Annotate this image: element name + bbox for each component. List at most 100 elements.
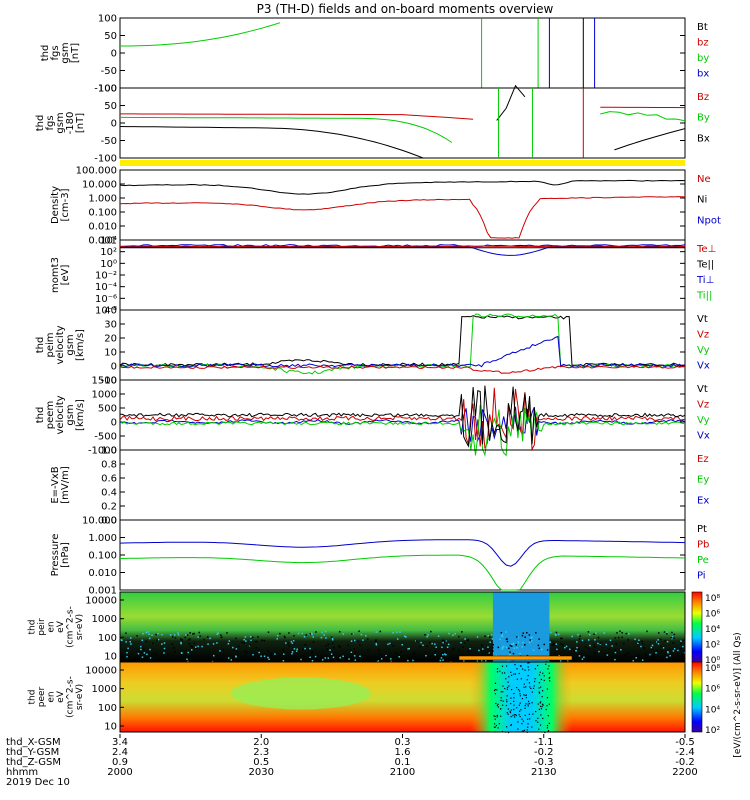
- spectrogram-speckle: [180, 641, 182, 644]
- spectrogram-speckle: [651, 655, 653, 658]
- spectrogram-speckle: [566, 659, 569, 662]
- ylabel-line: sr-eV): [75, 684, 85, 710]
- ytick-label: 20: [104, 334, 117, 345]
- ylabel-line: (cm^2-s-: [65, 676, 75, 718]
- ylabel-line: peim: [45, 332, 56, 357]
- ytick-label: 100: [98, 84, 117, 95]
- spectrogram-speckle: [657, 632, 660, 634]
- spectrogram-speckle: [232, 649, 235, 651]
- spectrogram-speckle: [539, 702, 541, 704]
- ytick-label: 0.4: [101, 488, 117, 499]
- spectrogram-speckle: [331, 642, 334, 645]
- spectrogram-speckle: [297, 632, 300, 635]
- spectrogram-speckle: [651, 648, 654, 651]
- spectrogram-speckle: [671, 635, 674, 638]
- spectrogram-speckle: [657, 639, 659, 641]
- spectrogram-speckle: [431, 642, 433, 645]
- spectrogram-speckle: [189, 638, 191, 640]
- spectrogram-speckle: [203, 638, 205, 641]
- spectrogram-speckle: [627, 639, 629, 641]
- spectrogram-speckle: [528, 641, 531, 644]
- spectrogram-speckle: [644, 653, 647, 655]
- spectrogram-speckle: [543, 643, 545, 646]
- spectrogram-speckle: [387, 643, 389, 646]
- trace-Ne: [120, 196, 685, 239]
- spectrogram-speckle: [424, 633, 426, 636]
- spectrogram-speckle: [506, 726, 508, 728]
- spectrogram-speckle: [501, 665, 504, 667]
- spectrogram-speckle: [129, 641, 132, 643]
- spectrogram-speckle: [503, 672, 506, 674]
- xaxis-value: 2000: [107, 767, 132, 778]
- ytick-label: 100: [98, 703, 117, 714]
- spectrogram-speckle: [528, 662, 530, 664]
- spectrogram-speckle: [243, 642, 245, 644]
- spectrogram-speckle: [619, 630, 621, 633]
- spectrogram-speckle: [599, 643, 602, 645]
- ytick-label: 10⁻²: [95, 271, 117, 282]
- spectrogram-speckle: [637, 654, 639, 657]
- spectrogram-speckle: [358, 644, 361, 646]
- legend-Vx: Vx: [697, 361, 710, 372]
- spectrogram-speckle: [489, 636, 491, 638]
- spectrogram-speckle: [563, 646, 566, 649]
- spectrogram-speckle: [638, 641, 640, 644]
- spectrogram-speckle: [498, 723, 500, 725]
- spectrogram-speckle: [121, 656, 124, 659]
- spectrogram-speckle: [595, 632, 597, 634]
- ylabel-line: (cm^2-s-: [65, 606, 75, 648]
- spectrogram-speckle: [594, 639, 596, 641]
- xaxis-value: 2130: [531, 767, 556, 778]
- panel-frame: [119, 449, 686, 521]
- spectrogram-speckle: [537, 721, 539, 723]
- spectrogram-speckle: [501, 647, 504, 649]
- spectrogram-speckle: [476, 636, 479, 638]
- spectrogram-speckle: [209, 637, 211, 640]
- spectrogram-speckle: [407, 659, 409, 662]
- spectrogram-speckle: [682, 639, 685, 642]
- spectrogram-speckle: [282, 649, 285, 652]
- spectrogram-speckle: [258, 651, 260, 654]
- spectrogram-speckle: [549, 676, 551, 679]
- spectrogram-speckle: [466, 639, 469, 642]
- spectrogram-speckle: [494, 718, 496, 720]
- spectrogram-speckle: [494, 688, 496, 691]
- spectrogram-speckle: [546, 649, 549, 651]
- colorbar-0: [691, 591, 703, 663]
- spectrogram-speckle: [540, 714, 542, 716]
- spectrogram-speckle: [328, 659, 331, 662]
- ylabel-line: momt3: [50, 257, 61, 293]
- spectrogram-speckle: [633, 657, 635, 660]
- spectrogram-speckle: [142, 632, 144, 635]
- spectrogram-speckle: [545, 708, 547, 711]
- spectrogram-speckle: [193, 632, 195, 635]
- spectrogram-speckle: [251, 636, 254, 639]
- spectrogram-speckle: [527, 703, 529, 705]
- spectrogram-speckle: [497, 703, 499, 705]
- ylabel-line: en: [46, 691, 56, 702]
- spectrogram-speckle: [310, 658, 313, 661]
- spectrogram-speckle: [358, 630, 360, 633]
- trace-Bz: [120, 113, 474, 120]
- spectrogram-speckle: [676, 659, 679, 662]
- spectrogram-speckle: [519, 693, 521, 695]
- spectrogram-speckle: [497, 706, 499, 708]
- spectrogram-speckle: [523, 729, 526, 731]
- spectrogram-speckle: [434, 651, 436, 653]
- spectrogram-speckle: [441, 639, 444, 642]
- spectrogram-speckle: [616, 632, 618, 634]
- spectrogram-speckle: [663, 631, 666, 633]
- spectrogram-speckle: [531, 636, 533, 639]
- spectrogram-speckle: [516, 686, 518, 689]
- spectrogram-speckle: [255, 646, 257, 649]
- spectrogram-speckle: [292, 641, 294, 643]
- spectrogram-speckle: [462, 646, 464, 648]
- xaxis-value: 0.5: [253, 757, 269, 768]
- spectrogram-speckle: [506, 686, 509, 689]
- spectrogram-speckle: [222, 649, 225, 651]
- ylabel-line: velocity: [55, 395, 66, 434]
- spectrogram-speckle: [500, 708, 502, 710]
- spectrogram-speckle: [496, 668, 499, 670]
- spectrogram-speckle: [295, 650, 298, 652]
- spectrogram-speckle: [392, 645, 395, 647]
